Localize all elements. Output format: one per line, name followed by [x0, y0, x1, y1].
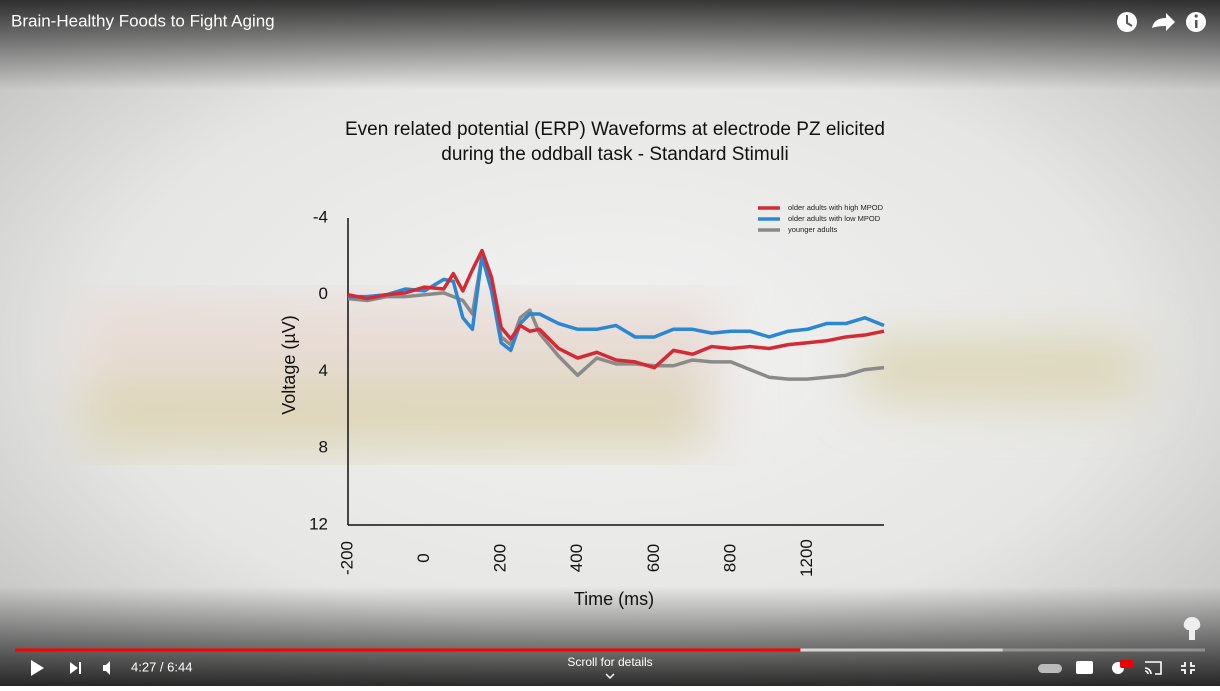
legend-label: younger adults — [788, 225, 837, 234]
legend-label: older adults with high MPOD — [788, 203, 884, 212]
x-tick-label: 200 — [491, 544, 510, 572]
bottom-shade — [0, 586, 1220, 686]
series-line — [347, 248, 885, 370]
channel-watermark[interactable] — [1183, 616, 1201, 640]
next-button[interactable] — [70, 662, 81, 674]
chart-title: Even related potential (ERP) Waveforms a… — [345, 119, 885, 140]
x-tick-label: 1200 — [797, 539, 816, 577]
chart-title: during the oddball task - Standard Stimu… — [441, 144, 788, 165]
scroll-hint[interactable]: Scroll for details — [567, 655, 652, 669]
x-tick-label: 0 — [414, 553, 433, 562]
y-tick-label: 4 — [319, 361, 328, 380]
y-axis-label: Voltage (µV) — [279, 315, 299, 414]
volume-button[interactable] — [103, 661, 110, 675]
legend-label: older adults with low MPOD — [788, 214, 881, 223]
share-icon[interactable] — [1152, 13, 1175, 31]
exit-fullscreen[interactable] — [1181, 662, 1195, 674]
cast-button[interactable] — [1144, 661, 1162, 675]
progress-bar[interactable] — [15, 648, 1205, 652]
top-shade — [0, 0, 1220, 90]
x-tick-label: 800 — [720, 544, 739, 572]
x-axis-label: Time (ms) — [574, 589, 654, 609]
y-tick-label: 8 — [319, 438, 328, 457]
series-line — [347, 254, 885, 381]
played-bar — [15, 648, 801, 652]
y-tick-label: 12 — [309, 514, 328, 533]
cc-button[interactable] — [1076, 661, 1093, 674]
time-display: 4:27 / 6:44 — [131, 659, 192, 674]
x-tick-label: -200 — [337, 541, 356, 575]
x-tick-label: 600 — [644, 544, 663, 572]
y-tick-label: 0 — [319, 284, 328, 303]
autoplay-toggle[interactable] — [1038, 664, 1062, 673]
x-tick-label: 400 — [567, 544, 586, 572]
play-button[interactable] — [31, 660, 44, 676]
video-title[interactable]: Brain-Healthy Foods to Fight Aging — [11, 11, 275, 30]
controls: 4:27 / 6:44 Scroll for details — [31, 616, 1201, 680]
top-icons — [1117, 12, 1206, 32]
y-tick-label: -4 — [313, 207, 328, 226]
